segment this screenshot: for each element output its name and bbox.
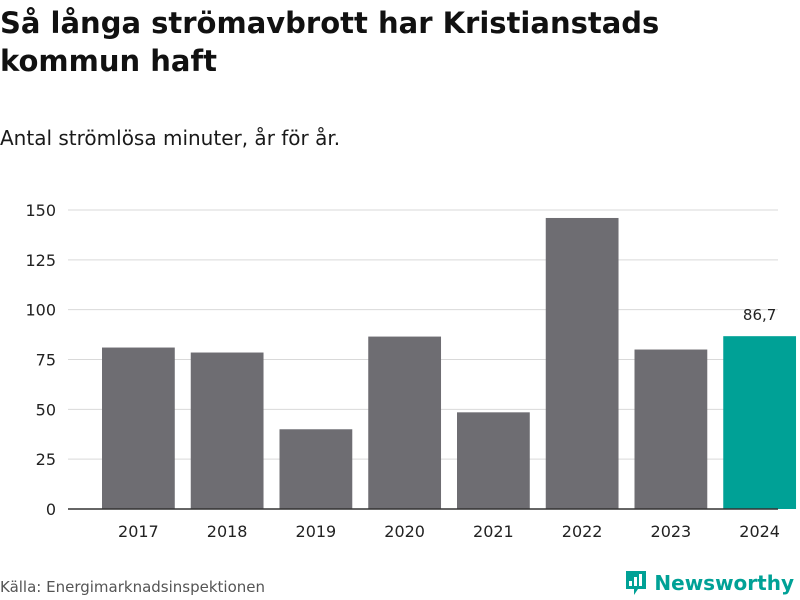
- chart-title: Så långa strömavbrott har Kristianstads …: [0, 6, 660, 78]
- y-tick-label: 50: [36, 400, 56, 419]
- bar-2019: [279, 429, 353, 509]
- x-tick-label: 2021: [473, 522, 514, 541]
- bar-2018: [190, 352, 264, 509]
- y-tick-label: 125: [25, 251, 56, 270]
- bar-2020: [368, 336, 442, 509]
- brand-logo: Newsworthy: [624, 570, 794, 596]
- x-tick-label: 2019: [296, 522, 337, 541]
- brand-name: Newsworthy: [654, 571, 794, 595]
- y-tick-label: 75: [36, 351, 56, 370]
- bar-2022: [545, 217, 619, 509]
- chart-subtitle: Antal strömlösa minuter, år för år.: [0, 126, 341, 150]
- y-tick-label: 150: [25, 201, 56, 220]
- source-note: Källa: Energimarknadsinspektionen: [0, 578, 266, 596]
- y-tick-label: 0: [46, 500, 56, 519]
- x-tick-label: 2023: [651, 522, 692, 541]
- bar-2024: [723, 336, 797, 509]
- x-tick-label: 2024: [739, 522, 780, 541]
- bar-chart-logo-icon: [626, 571, 647, 595]
- bar-2021: [457, 412, 530, 509]
- x-tick-label: 2022: [562, 522, 603, 541]
- bar-2017: [102, 347, 175, 509]
- x-tick-label: 2017: [118, 522, 159, 541]
- x-tick-label: 2018: [207, 522, 248, 541]
- data-label: 86,7: [743, 306, 776, 324]
- bar-chart: 0 25 50 75 100 125 150 2017 2018 2019 2020 2021 2022…: [25, 201, 797, 541]
- y-tick-label: 100: [25, 301, 56, 320]
- x-tick-label: 2020: [384, 522, 425, 541]
- y-tick-label: 25: [36, 450, 56, 469]
- bar-2023: [634, 349, 708, 509]
